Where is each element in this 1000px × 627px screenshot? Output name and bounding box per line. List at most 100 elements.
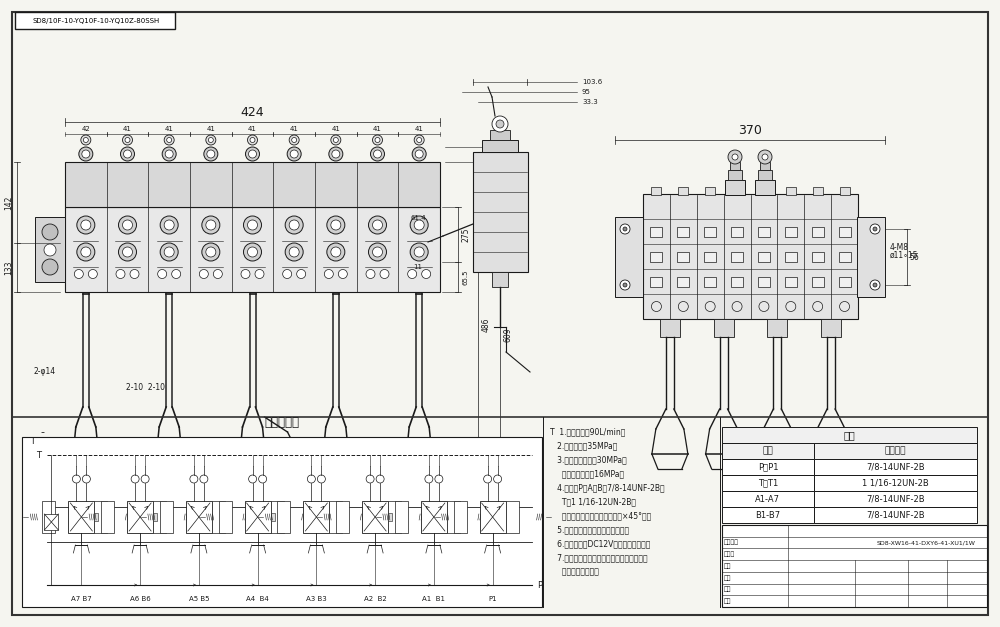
Circle shape: [122, 135, 132, 145]
Circle shape: [366, 270, 375, 278]
Circle shape: [122, 220, 132, 230]
Circle shape: [250, 137, 255, 142]
Circle shape: [762, 154, 768, 160]
Circle shape: [287, 147, 301, 161]
Circle shape: [425, 475, 433, 483]
Circle shape: [620, 224, 630, 234]
Bar: [839, 277, 851, 287]
Circle shape: [241, 270, 250, 278]
Text: 阀体: 阀体: [844, 430, 855, 440]
Circle shape: [207, 150, 215, 158]
Circle shape: [327, 243, 345, 261]
Circle shape: [333, 137, 338, 142]
Bar: [840, 187, 850, 195]
Text: P、P1: P、P1: [758, 463, 778, 472]
Text: 133: 133: [5, 260, 14, 275]
Text: 4-M8: 4-M8: [890, 243, 909, 251]
Circle shape: [82, 475, 90, 483]
Bar: [492, 272, 508, 287]
Text: A6 B6: A6 B6: [130, 596, 150, 602]
Bar: [731, 251, 743, 261]
Bar: [482, 140, 518, 152]
Bar: [336, 501, 349, 533]
Text: 5.控制方式：手控杆，弹笧定位；: 5.控制方式：手控杆，弹笧定位；: [550, 525, 629, 534]
Circle shape: [289, 247, 299, 257]
Circle shape: [292, 137, 297, 142]
Circle shape: [122, 247, 132, 257]
Text: 41: 41: [373, 126, 382, 132]
Text: 275: 275: [462, 228, 471, 242]
Bar: [704, 226, 716, 236]
Bar: [153, 513, 157, 521]
Circle shape: [88, 270, 97, 278]
Circle shape: [249, 475, 257, 483]
Circle shape: [81, 247, 91, 257]
Text: 批准: 批准: [724, 598, 732, 604]
Circle shape: [492, 116, 508, 132]
Circle shape: [42, 224, 58, 240]
Bar: [758, 170, 772, 180]
Circle shape: [331, 247, 341, 257]
Circle shape: [74, 270, 83, 278]
Bar: [15, 12, 175, 29]
Circle shape: [297, 270, 306, 278]
Circle shape: [255, 270, 264, 278]
Circle shape: [164, 135, 174, 145]
Text: 370: 370: [738, 125, 762, 137]
Bar: [705, 187, 715, 195]
Circle shape: [307, 475, 315, 483]
Bar: [722, 507, 814, 523]
Circle shape: [119, 216, 136, 234]
Circle shape: [873, 227, 877, 231]
Circle shape: [372, 247, 382, 257]
Circle shape: [131, 475, 139, 483]
Circle shape: [119, 243, 136, 261]
Text: 2-φ14: 2-φ14: [34, 367, 56, 376]
Text: B1-B7: B1-B7: [755, 510, 780, 520]
Bar: [814, 491, 977, 507]
Bar: [245, 501, 271, 533]
Circle shape: [705, 302, 715, 312]
Bar: [447, 501, 460, 533]
Bar: [660, 319, 680, 337]
Bar: [814, 459, 977, 475]
Bar: [65, 162, 440, 207]
Text: 142: 142: [5, 195, 14, 209]
Circle shape: [77, 243, 95, 261]
Text: A3 B3: A3 B3: [306, 596, 327, 602]
Bar: [677, 277, 689, 287]
Bar: [812, 226, 824, 236]
Bar: [490, 130, 510, 140]
Bar: [35, 217, 65, 282]
Circle shape: [82, 150, 90, 158]
Bar: [758, 251, 770, 261]
Text: A5 B5: A5 B5: [189, 596, 209, 602]
Text: 2.最高压力：35MPa；: 2.最高压力：35MPa；: [550, 441, 617, 450]
Bar: [812, 251, 824, 261]
Bar: [329, 501, 342, 533]
Circle shape: [678, 302, 688, 312]
Bar: [785, 226, 797, 236]
Bar: [814, 507, 977, 523]
Text: 7/8-14UNF-2B: 7/8-14UNF-2B: [866, 510, 925, 520]
Circle shape: [165, 150, 173, 158]
Bar: [127, 501, 153, 533]
Circle shape: [81, 135, 91, 145]
Text: -: -: [40, 427, 44, 437]
Bar: [722, 427, 977, 443]
Bar: [388, 501, 401, 533]
Circle shape: [372, 135, 382, 145]
Circle shape: [422, 270, 431, 278]
Circle shape: [248, 150, 256, 158]
Circle shape: [248, 135, 258, 145]
Circle shape: [283, 270, 292, 278]
Circle shape: [244, 216, 262, 234]
Bar: [704, 251, 716, 261]
Circle shape: [79, 147, 93, 161]
Circle shape: [289, 220, 299, 230]
Circle shape: [412, 147, 426, 161]
Circle shape: [141, 475, 149, 483]
Bar: [615, 217, 643, 297]
Circle shape: [380, 270, 389, 278]
Bar: [651, 187, 661, 195]
